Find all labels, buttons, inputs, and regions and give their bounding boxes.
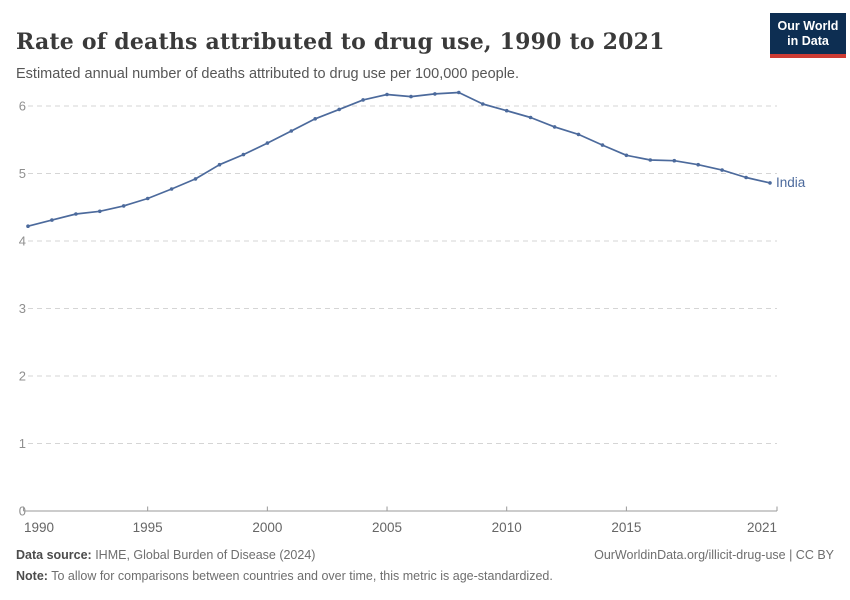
page-title: Rate of deaths attributed to drug use, 1… [16,28,665,55]
data-point-1994 [121,204,126,208]
y-tick-label-1: 1 [19,436,26,451]
x-tick-label-1995: 1995 [133,520,163,535]
x-axis-labels: 1990 1995 2000 2005 2010 2015 2021 [24,520,777,535]
data-point-2014 [600,143,605,147]
x-tick-label-2015: 2015 [611,520,641,535]
data-point-2013 [576,132,581,137]
note-label: Note: [16,569,48,583]
data-point-2009 [481,102,485,106]
data-point-2012 [552,125,557,129]
chart-footer: Data source: IHME, Global Burden of Dise… [16,548,834,562]
owid-logo-line2: in Data [787,34,829,48]
data-point-2006 [409,94,413,99]
note-text: To allow for comparisons between countri… [47,569,553,583]
data-point-2011 [528,115,533,120]
data-point-2000 [265,141,270,145]
data-point-2016 [648,158,653,162]
x-tick-label-2010: 2010 [492,520,522,535]
x-axis-ticks [23,506,778,511]
data-point-2001 [289,129,294,133]
y-tick-label-4: 4 [19,234,26,249]
data-point-1997 [193,177,198,181]
y-axis-labels: 0 1 2 3 4 5 6 [19,99,26,519]
x-tick-label-2000: 2000 [252,520,282,535]
data-point-2015 [624,153,629,158]
gridlines [28,105,777,444]
data-source-text: IHME, Global Burden of Disease (2024) [91,548,316,562]
data-point-1999 [241,152,246,157]
data-point-2002 [313,117,318,121]
data-point-2017 [672,158,677,163]
data-point-2008 [457,90,461,95]
data-source-label: Data source: [16,548,92,562]
x-tick-label-1990: 1990 [24,520,54,535]
series-label-india: India [776,175,806,190]
data-point-2018 [696,162,700,167]
data-point-1992 [74,212,78,216]
data-point-1990 [26,224,30,228]
attribution-link: OurWorldinData.org/illicit-drug-use | CC… [594,548,834,562]
data-point-2005 [385,92,389,97]
y-tick-label-0: 0 [19,504,26,519]
owid-logo: Our World in Data [770,13,846,58]
data-point-2021 [768,181,772,185]
line-series-india [27,91,771,228]
chart-subtitle: Estimated annual number of deaths attrib… [16,65,520,82]
data-point-2020 [744,175,748,180]
data-point-2019 [720,168,724,172]
data-point-1991 [50,218,54,222]
data-source: Data source: IHME, Global Burden of Dise… [16,548,315,562]
data-point-1995 [145,196,150,201]
data-point-1998 [217,162,222,167]
owid-logo-line1: Our World [777,19,839,33]
x-tick-label-2005: 2005 [372,520,402,535]
data-point-1993 [98,209,102,214]
data-point-2003 [337,107,342,112]
data-point-2007 [433,92,437,96]
y-tick-label-5: 5 [19,166,26,181]
data-point-1996 [169,187,174,191]
data-point-2004 [361,98,365,102]
y-tick-label-3: 3 [19,301,26,316]
x-tick-label-2021: 2021 [747,520,777,535]
data-point-2010 [504,108,509,113]
y-tick-label-6: 6 [19,99,26,114]
y-tick-label-2: 2 [19,369,26,384]
data-point-markers [26,90,772,228]
chart-note: Note: To allow for comparisons between c… [16,569,834,583]
